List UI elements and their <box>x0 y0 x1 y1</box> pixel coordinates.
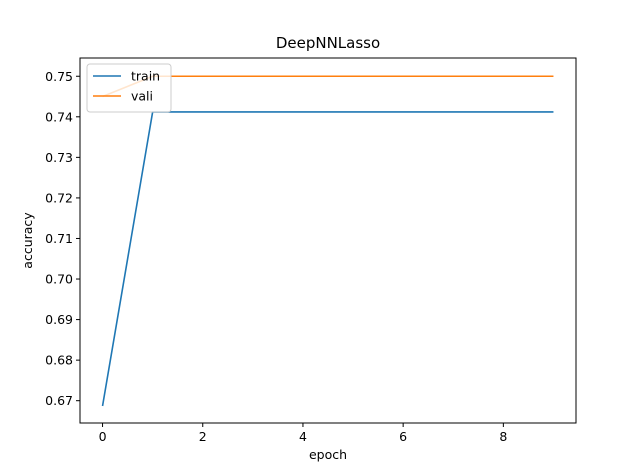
y-axis-label: accuracy <box>20 212 35 269</box>
y-axis-ticks: 0.67 0.68 0.69 0.70 0.71 0.72 0.73 0.74 0.75 <box>45 69 80 408</box>
y-tick-label: 0.68 <box>45 353 73 368</box>
y-tick-label: 0.69 <box>45 312 73 327</box>
y-tick-label: 0.70 <box>45 272 73 287</box>
x-tick-label: 2 <box>199 429 207 444</box>
x-tick-label: 6 <box>399 429 407 444</box>
x-tick-label: 8 <box>499 429 507 444</box>
y-tick-label: 0.67 <box>45 393 73 408</box>
x-axis-label: epoch <box>309 447 347 462</box>
y-tick-label: 0.75 <box>45 69 73 84</box>
y-tick-label: 0.73 <box>45 150 73 165</box>
legend-label-vali: vali <box>131 89 153 104</box>
legend-label-train: train <box>131 69 160 84</box>
x-tick-label: 4 <box>299 429 307 444</box>
x-axis-ticks: 0 2 4 6 8 <box>99 423 507 444</box>
chart-title: DeepNNLasso <box>276 34 380 52</box>
x-tick-label: 0 <box>99 429 107 444</box>
series-lines <box>101 75 554 407</box>
plot-frame <box>79 57 577 424</box>
y-tick-label: 0.72 <box>45 190 73 205</box>
legend: train vali <box>86 63 172 113</box>
series-line-train <box>101 111 554 407</box>
y-tick-label: 0.74 <box>45 109 73 124</box>
y-tick-label: 0.71 <box>45 231 73 246</box>
series-line-vali <box>102 75 554 98</box>
